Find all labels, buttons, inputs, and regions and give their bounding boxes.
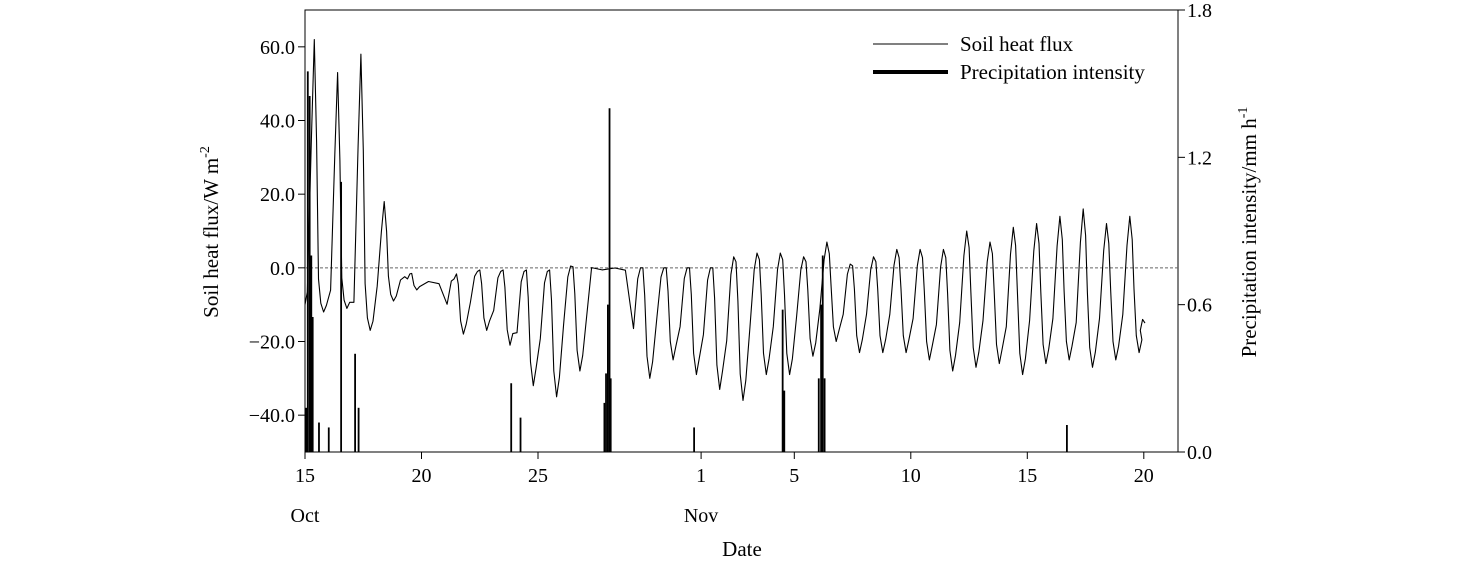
- x-tick-label: 20: [1134, 465, 1154, 487]
- right-y-axis: 0.0 0.6 1.2 1.8: [1178, 0, 1212, 464]
- x-axis: 15 Oct 20 25 1 Nov 5 10 15 20: [291, 452, 1154, 527]
- x-tick-label: 10: [901, 465, 921, 487]
- left-axis-title-superscript: -2: [198, 146, 213, 158]
- left-tick-label: 40.0: [260, 111, 295, 133]
- right-tick-label: 0.6: [1187, 295, 1212, 317]
- x-tick-label: 20: [412, 465, 432, 487]
- right-tick-label: 1.2: [1187, 147, 1212, 169]
- x-axis-title: Date: [722, 537, 762, 561]
- legend-label-soil-heat-flux: Soil heat flux: [960, 32, 1074, 56]
- legend: Soil heat flux Precipitation intensity: [873, 32, 1145, 84]
- right-axis-title-text: Precipitation intensity/mm h: [1237, 118, 1261, 358]
- legend-label-precipitation: Precipitation intensity: [960, 60, 1145, 84]
- soil-heat-flux-line: [304, 38, 1146, 401]
- left-tick-label: 0.0: [270, 258, 295, 280]
- left-tick-label: 60.0: [260, 37, 295, 59]
- left-tick-label: −40.0: [249, 405, 295, 427]
- left-tick-label: 20.0: [260, 184, 295, 206]
- left-axis-title-text: Soil heat flux/W m: [199, 158, 223, 318]
- precipitation-bars: [305, 71, 1068, 452]
- x-tick-label: 15: [295, 465, 315, 487]
- x-tick-label: 15: [1017, 465, 1037, 487]
- plot-frame: [304, 9, 1179, 453]
- left-axis-title: Soil heat flux/W m-2: [198, 146, 223, 318]
- x-tick-label: 5: [789, 465, 799, 487]
- x-tick-label: 1: [696, 465, 706, 487]
- x-tick-label: 25: [528, 465, 548, 487]
- plot-border: [304, 9, 1179, 453]
- right-axis-title-superscript: -1: [1236, 107, 1251, 119]
- x-month-label: Oct: [291, 505, 320, 527]
- right-axis-title: Precipitation intensity/mm h-1: [1236, 107, 1261, 358]
- soil-heat-flux-series: [304, 38, 1146, 401]
- right-tick-label: 1.8: [1187, 0, 1212, 22]
- left-y-axis: −40.0 −20.0 0.0 20.0 40.0 60.0: [249, 37, 305, 427]
- x-month-label: Nov: [684, 505, 718, 527]
- left-tick-label: −20.0: [249, 332, 295, 354]
- right-tick-label: 0.0: [1187, 442, 1212, 464]
